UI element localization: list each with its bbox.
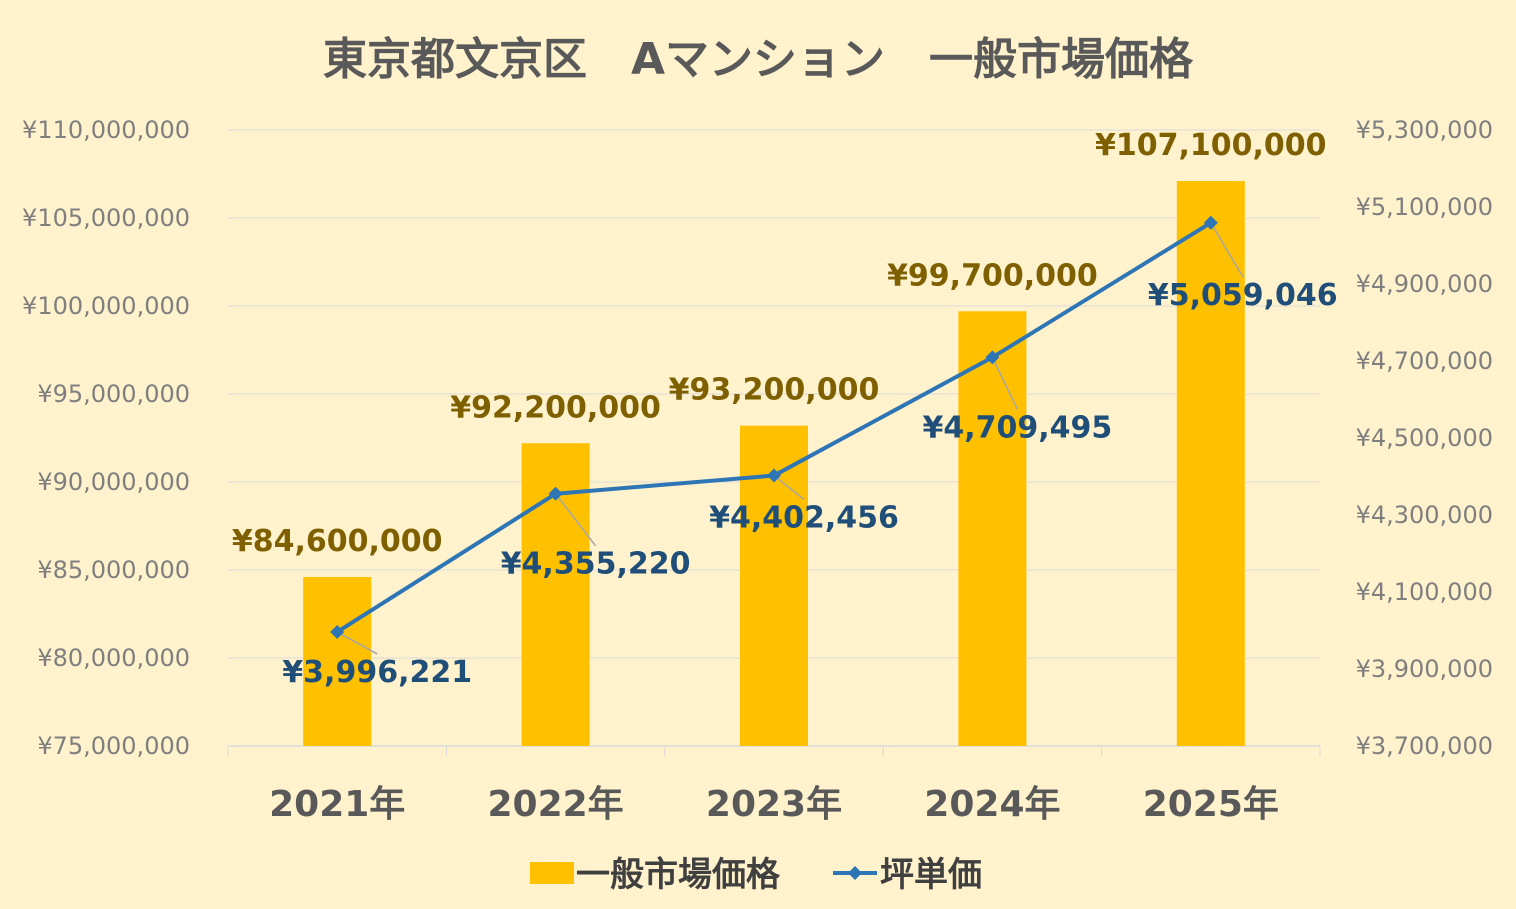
y-right-tick-label: ¥3,700,000 bbox=[1356, 732, 1493, 760]
leader-line bbox=[555, 493, 597, 547]
y-right-tick-label: ¥4,500,000 bbox=[1356, 424, 1493, 452]
y-right-tick-label: ¥3,900,000 bbox=[1356, 655, 1493, 683]
x-tick-label: 2024年 bbox=[924, 784, 1060, 825]
bar bbox=[303, 577, 372, 746]
y-right-tick-label: ¥4,300,000 bbox=[1356, 501, 1493, 529]
y-right-tick-label: ¥5,100,000 bbox=[1356, 193, 1493, 221]
y-right-tick-label: ¥4,900,000 bbox=[1356, 270, 1493, 298]
leader-line bbox=[1210, 222, 1244, 278]
x-tick-label: 2025年 bbox=[1143, 784, 1279, 825]
leader-line bbox=[773, 474, 805, 501]
x-tick-label: 2021年 bbox=[269, 784, 405, 825]
bar-data-label: ¥107,100,000 bbox=[1095, 128, 1327, 163]
y-left-tick-label: ¥85,000,000 bbox=[37, 556, 190, 584]
line-data-label: ¥5,059,046 bbox=[1148, 278, 1338, 313]
y-left-tick-label: ¥110,000,000 bbox=[22, 116, 190, 144]
x-tick-label: 2022年 bbox=[487, 784, 623, 825]
line-data-label: ¥4,355,220 bbox=[501, 547, 691, 582]
y-left-tick-label: ¥90,000,000 bbox=[37, 468, 190, 496]
legend-swatch-bar bbox=[530, 862, 574, 884]
bar bbox=[958, 311, 1027, 746]
y-left-tick-label: ¥75,000,000 bbox=[37, 732, 190, 760]
leader-line bbox=[336, 631, 378, 655]
leader-line bbox=[991, 357, 1019, 410]
line-point bbox=[1203, 215, 1218, 230]
y-left-tick-label: ¥105,000,000 bbox=[22, 204, 190, 232]
y-left-tick-label: ¥80,000,000 bbox=[37, 644, 190, 672]
bar-data-label: ¥92,200,000 bbox=[450, 390, 661, 425]
y-right-tick-label: ¥5,300,000 bbox=[1356, 116, 1493, 144]
bar-data-label: ¥99,700,000 bbox=[887, 258, 1098, 293]
line-point bbox=[985, 350, 1000, 365]
bar-data-label: ¥93,200,000 bbox=[669, 373, 880, 408]
line-data-label: ¥4,709,495 bbox=[923, 410, 1113, 445]
line-point bbox=[330, 624, 345, 639]
legend-label-bar: 一般市場価格 bbox=[576, 855, 781, 895]
y-left-tick-label: ¥100,000,000 bbox=[22, 292, 190, 320]
y-right-tick-label: ¥4,100,000 bbox=[1356, 578, 1493, 606]
bar bbox=[1176, 181, 1245, 747]
chart-title: 東京都文京区 Aマンション 一般市場価格 bbox=[323, 34, 1194, 85]
y-left-tick-label: ¥95,000,000 bbox=[37, 380, 190, 408]
x-tick-label: 2023年 bbox=[706, 784, 842, 825]
line-data-label: ¥4,402,456 bbox=[709, 501, 899, 536]
bar-data-label: ¥84,600,000 bbox=[232, 524, 443, 559]
line-data-label: ¥3,996,221 bbox=[282, 655, 472, 690]
line-point bbox=[767, 468, 781, 483]
y-right-tick-label: ¥4,700,000 bbox=[1356, 347, 1493, 375]
legend-swatch-marker bbox=[848, 866, 862, 880]
line-point bbox=[548, 486, 563, 501]
legend-label-line: 坪単価 bbox=[880, 855, 982, 895]
